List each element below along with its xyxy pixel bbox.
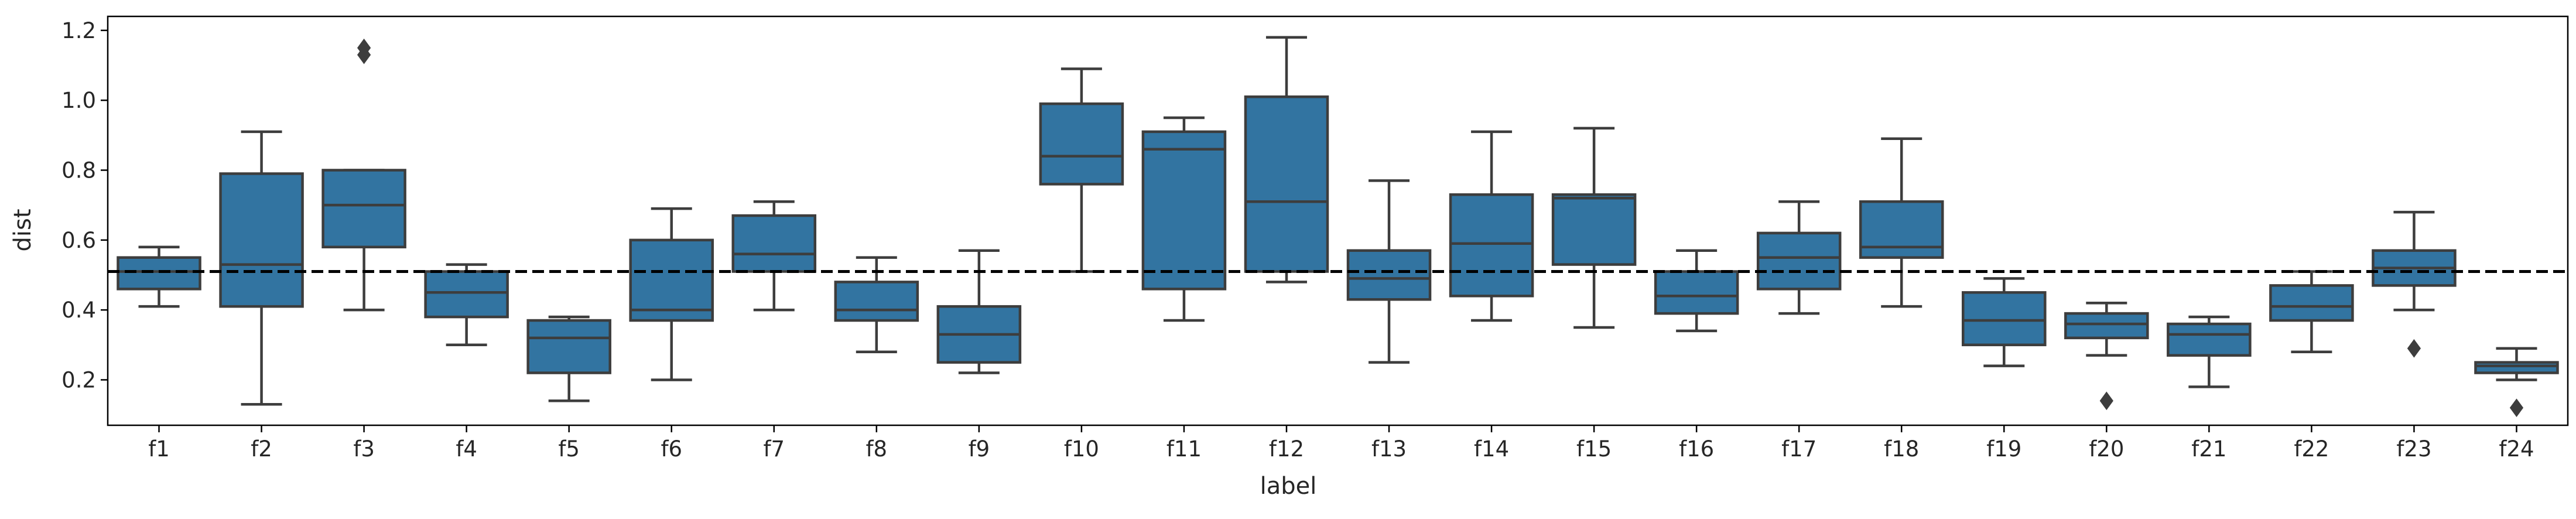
- box-f14: [1451, 132, 1532, 320]
- y-tick-label: 0.8: [61, 158, 96, 183]
- x-axis-title: label: [1260, 473, 1317, 500]
- box-f17: [1758, 202, 1840, 313]
- y-axis-title: dist: [9, 209, 36, 251]
- x-tick-label: f15: [1576, 436, 1612, 462]
- box-body: [528, 320, 610, 373]
- outlier-point: [2100, 392, 2113, 409]
- box-body: [426, 272, 508, 317]
- box-f3: [323, 39, 405, 310]
- box-body: [631, 240, 713, 320]
- x-tick-label: f21: [2191, 436, 2226, 462]
- x-tick-label: f22: [2294, 436, 2329, 462]
- box-f4: [426, 265, 508, 345]
- x-tick-label: f23: [2396, 436, 2431, 462]
- x-tick-label: f24: [2499, 436, 2534, 462]
- box-body: [1143, 132, 1225, 289]
- box-f20: [2065, 303, 2147, 409]
- box-f9: [938, 251, 1020, 373]
- box-body: [1451, 194, 1532, 296]
- x-tick-label: f13: [1371, 436, 1407, 462]
- box-body: [2475, 363, 2557, 373]
- box-body: [836, 282, 918, 320]
- box-f15: [1553, 128, 1635, 327]
- y-tick-label: 1.2: [61, 18, 96, 43]
- box-f2: [221, 132, 303, 404]
- box-f5: [528, 317, 610, 401]
- box-body: [2065, 313, 2147, 338]
- box-body: [221, 173, 303, 306]
- outlier-point: [2510, 399, 2523, 416]
- y-tick-label: 0.4: [61, 298, 96, 323]
- x-tick-label: f16: [1679, 436, 1714, 462]
- box-f19: [1963, 278, 2045, 366]
- y-tick-label: 0.2: [61, 367, 96, 392]
- x-tick-label: f12: [1269, 436, 1304, 462]
- box-body: [2270, 285, 2352, 320]
- box-f6: [631, 209, 713, 380]
- x-tick-label: f9: [969, 436, 990, 462]
- box-body: [1860, 202, 1942, 257]
- box-f23: [2373, 212, 2455, 357]
- box-body: [323, 170, 405, 247]
- box-body: [1041, 104, 1123, 184]
- x-tick-label: f6: [661, 436, 682, 462]
- box-body: [1246, 97, 1328, 271]
- box-f7: [733, 202, 815, 310]
- x-tick-label: f2: [251, 436, 272, 462]
- box-f12: [1246, 37, 1328, 282]
- box-body: [1758, 233, 1840, 289]
- outlier-point: [2407, 340, 2420, 357]
- y-tick-label: 1.0: [61, 88, 96, 113]
- box-f1: [118, 247, 200, 306]
- box-body: [1963, 292, 2045, 344]
- box-body: [1553, 194, 1635, 264]
- x-tick-label: f11: [1166, 436, 1202, 462]
- box-f11: [1143, 118, 1225, 320]
- box-body: [2168, 324, 2250, 356]
- box-f22: [2270, 272, 2352, 352]
- x-tick-label: f8: [866, 436, 888, 462]
- x-tick-label: f1: [148, 436, 170, 462]
- boxes-layer: [118, 37, 2558, 416]
- box-body: [1348, 251, 1430, 300]
- x-tick-label: f5: [558, 436, 580, 462]
- x-tick-label: f14: [1474, 436, 1509, 462]
- x-tick-label: f18: [1884, 436, 1919, 462]
- x-tick-label: f17: [1781, 436, 1816, 462]
- x-tick-label: f10: [1064, 436, 1099, 462]
- box-body: [733, 216, 815, 271]
- box-body: [1655, 272, 1737, 314]
- x-tick-label: f19: [1986, 436, 2021, 462]
- box-f18: [1860, 139, 1942, 306]
- box-f10: [1041, 69, 1123, 271]
- box-f21: [2168, 317, 2250, 387]
- box-f16: [1655, 251, 1737, 331]
- box-body: [118, 258, 200, 289]
- x-tick-label: f4: [456, 436, 477, 462]
- x-tick-label: f3: [353, 436, 375, 462]
- box-f24: [2475, 349, 2557, 416]
- y-tick-label: 0.6: [61, 228, 96, 253]
- x-tick-label: f20: [2089, 436, 2124, 462]
- plot-frame: [108, 16, 2568, 425]
- x-tick-label: f7: [763, 436, 785, 462]
